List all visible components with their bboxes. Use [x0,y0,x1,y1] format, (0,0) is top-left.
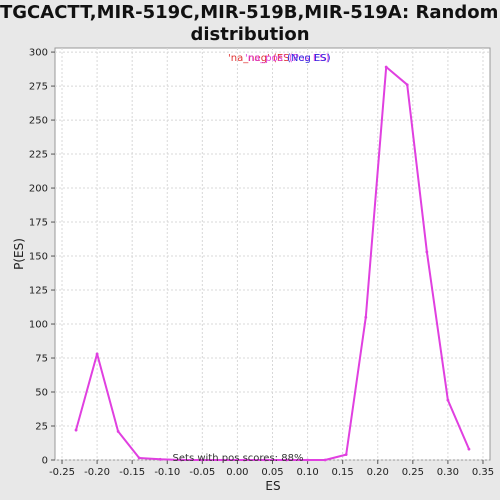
y-tick-label: 200 [29,184,48,195]
x-tick-label: -0.25 [49,467,75,478]
x-tick-label: 0.15 [332,467,354,478]
grid [55,48,490,461]
x-tick-label: 0.30 [437,467,459,478]
x-tick-label: -0.05 [189,467,215,478]
series-point [425,250,429,254]
x-tick-label: 0.00 [226,467,248,478]
series-point [243,458,246,462]
chart-title: TGCACTT,MIR-519C,MIR-519B,MIR-519A: Rand… [0,2,500,46]
series-point [116,430,120,433]
x-tick-label: -0.15 [119,467,145,478]
series-point [467,447,471,451]
x-tick-label: 0.35 [472,467,494,478]
chart-title-line2: distribution [190,24,310,45]
legend: 'na_neg' (ES'na_pos' (Pos ES)(Neg ES) [228,53,331,64]
series-point [179,458,183,462]
series-point [344,453,348,456]
legend-entry: 'na_neg' (ES [228,53,290,64]
series-point [306,458,309,462]
series-point [364,315,368,319]
x-tick-label: 0.10 [296,467,318,478]
y-tick-label: 125 [29,286,48,297]
series-point [221,458,225,462]
y-tick-label: 0 [42,456,48,467]
y-tick-label: 25 [35,422,48,433]
y-tick-label: 250 [29,116,48,127]
series-point [74,428,78,432]
series-point [446,398,450,402]
y-tick-label: 175 [29,218,48,229]
x-axis-ticks: -0.25 -0.20 -0.15 -0.10 -0.05 0.00 0.05 0.10 0.1… [49,460,494,478]
series-point [405,83,409,87]
annotation-pos-scores: Sets with pos scores: 88% [173,453,304,464]
y-tick-label: 300 [29,48,48,59]
y-tick-label: 50 [35,388,48,399]
series-point [384,65,388,69]
series-point [95,352,99,356]
x-tick-label: 0.20 [367,467,389,478]
series-line [75,66,470,461]
y-tick-label: 150 [29,252,48,263]
y-tick-label: 225 [29,150,48,161]
chart-title-line1: TGCACTT,MIR-519C,MIR-519B,MIR-519A: Rand… [0,2,500,23]
y-tick-label: 100 [29,320,48,331]
y-tick-label: 75 [35,354,48,365]
series-point [200,458,204,462]
x-tick-label: 0.25 [402,467,424,478]
series-point [137,456,141,460]
legend-entry: (Neg ES) [287,53,331,64]
x-tick-label: 0.05 [261,467,283,478]
series-point [264,458,267,462]
x-axis-label: ES [265,479,280,493]
series-point [285,458,288,462]
y-axis-label: P(ES) [12,238,26,270]
series-layer [74,65,471,462]
y-axis-ticks: 0 25 50 75 100 125 150 175 200 225 250 275 300 [29,48,55,467]
series-point [158,457,162,461]
legend-entry: 'na_pos' (Pos ES) [245,53,330,64]
x-tick-label: -0.10 [154,467,180,478]
x-tick-label: -0.20 [84,467,110,478]
series-point [323,458,327,462]
y-tick-label: 275 [29,82,48,93]
